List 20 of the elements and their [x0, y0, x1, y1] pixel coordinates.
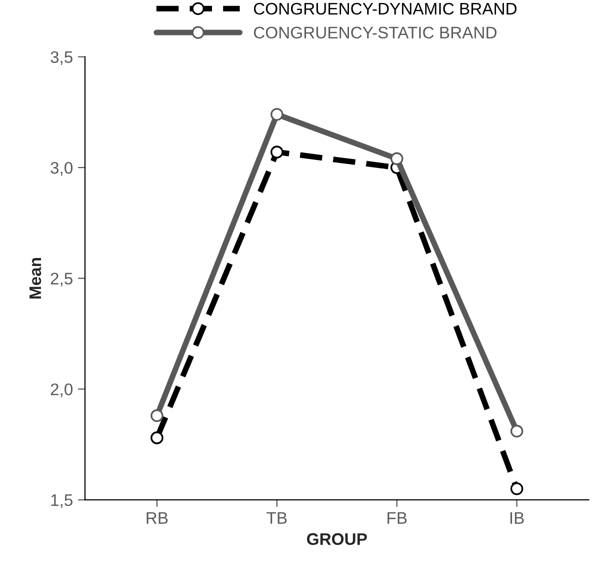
point: [150, 409, 164, 422]
x-tick-label: IB: [510, 512, 524, 524]
point: [510, 482, 524, 496]
x-tick-label: RB: [146, 512, 168, 524]
y-tick-label: 3,5: [50, 51, 72, 65]
point: [390, 152, 404, 166]
point: [270, 146, 284, 158]
x-tick-label: FB: [388, 512, 407, 524]
point: [270, 108, 284, 121]
point: [150, 431, 164, 444]
x-axis-title: GROUP: [307, 533, 367, 545]
x-tick-label: TB: [266, 512, 287, 524]
y-tick-label: 2,5: [50, 272, 72, 286]
text: CONGRUENCY-STATIC BRAND: [254, 26, 496, 39]
y-tick-label: 1,5: [51, 494, 72, 508]
y-axis-title: Mean: [30, 258, 42, 299]
point: [510, 424, 524, 438]
y-tick-label: 3,0: [50, 162, 73, 176]
y-tick-label: 2,0: [50, 383, 73, 398]
text: CONGRUENCY-DYNAMIC BRAND: [254, 2, 517, 15]
